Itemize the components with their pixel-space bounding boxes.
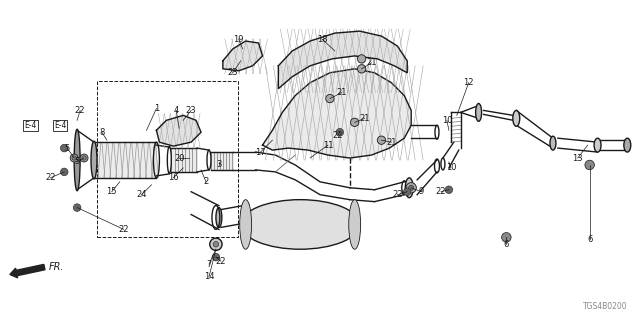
Circle shape [409,185,413,190]
Circle shape [336,128,344,136]
Circle shape [212,253,220,261]
Circle shape [210,238,222,251]
Circle shape [445,186,452,194]
Text: 15: 15 [107,187,117,196]
Text: 20: 20 [174,154,184,163]
Circle shape [60,144,68,152]
Ellipse shape [624,138,631,152]
Polygon shape [278,31,407,89]
Polygon shape [262,69,412,158]
Ellipse shape [240,200,252,249]
Ellipse shape [91,141,97,179]
Text: 21: 21 [386,138,397,147]
Circle shape [60,168,68,176]
Text: 22: 22 [392,190,403,199]
Ellipse shape [550,136,556,150]
Ellipse shape [349,200,361,249]
Ellipse shape [594,138,601,152]
Ellipse shape [74,129,80,191]
Text: 2: 2 [204,177,209,186]
Text: 21: 21 [366,58,377,67]
Circle shape [82,156,86,160]
FancyArrow shape [10,264,45,278]
Bar [97,81,237,237]
Ellipse shape [241,200,360,249]
Text: 23: 23 [227,68,238,77]
Ellipse shape [476,103,481,121]
Text: 13: 13 [572,154,583,163]
Circle shape [80,154,88,162]
Ellipse shape [513,110,520,126]
Circle shape [351,118,359,126]
Circle shape [213,242,219,247]
Text: 22: 22 [333,131,343,140]
Text: 4: 4 [173,106,179,115]
Circle shape [585,160,595,170]
Circle shape [502,233,511,242]
Ellipse shape [216,208,222,228]
Text: 6: 6 [504,240,509,249]
Circle shape [378,136,386,144]
Text: 10: 10 [442,116,452,125]
Ellipse shape [405,178,413,198]
Text: 1: 1 [154,104,159,113]
Text: 10: 10 [445,164,456,172]
Text: FR.: FR. [49,262,64,272]
Circle shape [326,94,334,103]
Text: 5: 5 [74,157,80,166]
Text: 17: 17 [255,148,266,156]
Text: 22: 22 [118,225,129,234]
Text: E-4: E-4 [24,121,36,130]
Circle shape [403,188,411,196]
Text: 22: 22 [45,173,56,182]
Text: 21: 21 [359,114,370,123]
Text: 8: 8 [99,128,104,137]
Text: 3: 3 [216,160,221,170]
Text: TGS4B0200: TGS4B0200 [582,302,627,311]
Polygon shape [156,116,201,146]
Text: 6: 6 [587,235,593,244]
Text: E-4: E-4 [54,121,67,130]
Text: 19: 19 [234,35,244,44]
Text: 14: 14 [204,272,214,282]
Circle shape [406,183,417,193]
Text: 16: 16 [168,173,179,182]
Circle shape [74,204,81,211]
Text: 18: 18 [317,35,327,44]
Text: 12: 12 [463,78,474,87]
Circle shape [70,154,78,162]
Text: 22: 22 [436,187,446,196]
Text: 23: 23 [186,106,196,115]
Text: 5: 5 [65,144,70,153]
Text: 21: 21 [337,88,347,97]
Text: 11: 11 [323,140,333,150]
Circle shape [358,55,366,63]
Polygon shape [223,41,262,71]
Text: 22: 22 [216,257,226,266]
Text: 22: 22 [75,106,85,115]
Circle shape [358,65,366,73]
Text: 7: 7 [206,260,212,268]
Circle shape [72,156,76,160]
Text: 9: 9 [419,187,424,196]
Text: 24: 24 [136,190,147,199]
